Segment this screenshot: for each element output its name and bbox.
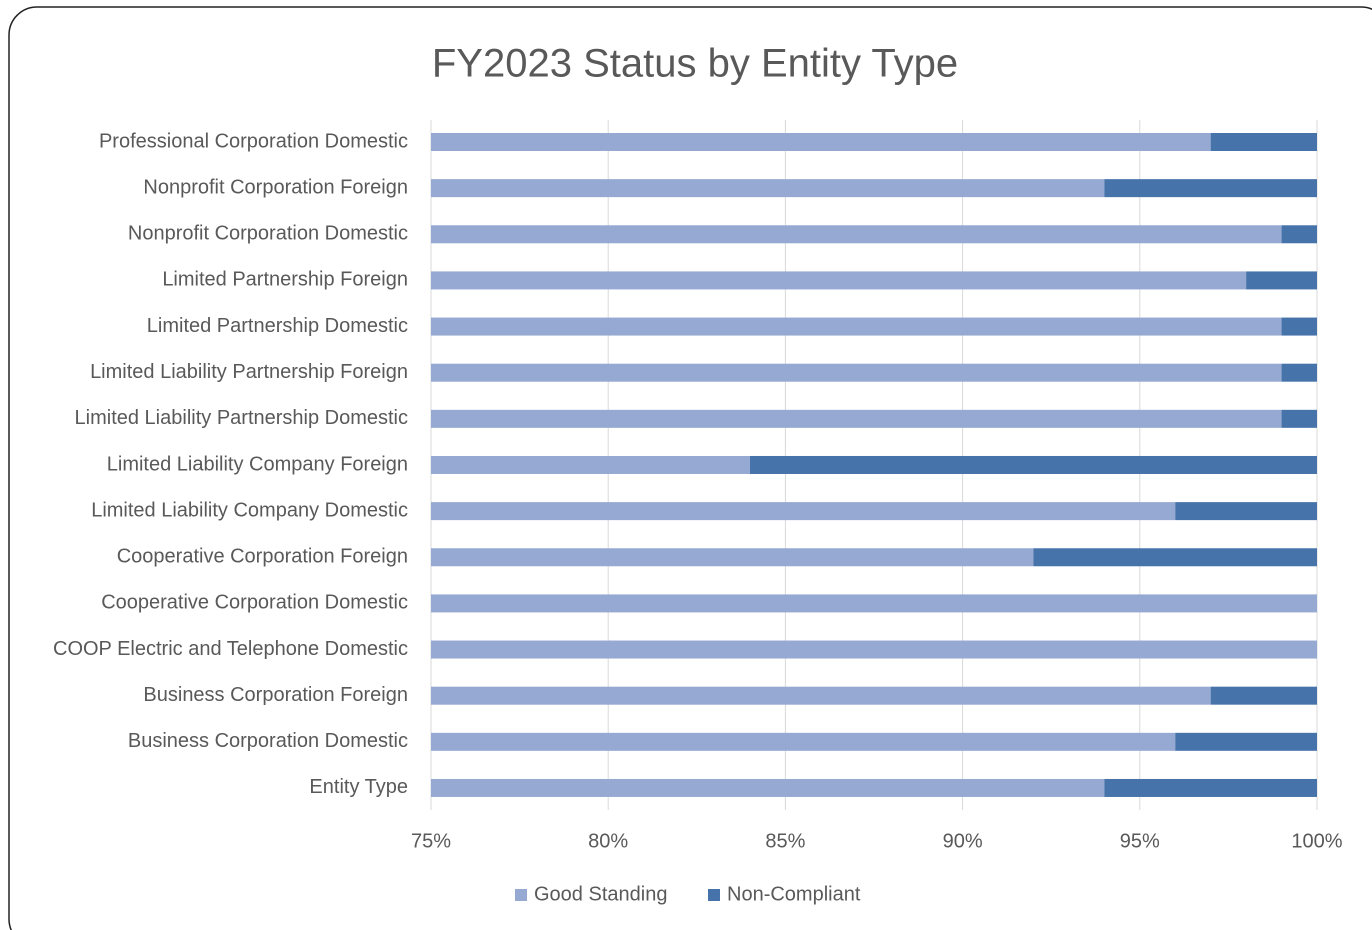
- y-tick-label: Cooperative Corporation Domestic: [101, 592, 408, 614]
- y-tick-label: Business Corporation Domestic: [128, 730, 408, 752]
- y-tick-label: Limited Liability Partnership Domestic: [75, 407, 408, 429]
- y-tick-label: Entity Type: [309, 776, 408, 798]
- x-tick-label: 85%: [765, 830, 805, 852]
- bar-segment: [1175, 732, 1317, 751]
- bar-segment: [1281, 317, 1317, 336]
- labels: 75% 80% 85% 90% 95% 100% Professional Corporat…: [53, 130, 1343, 905]
- bar-segment: [431, 732, 1176, 751]
- y-tick-label: Limited Partnership Foreign: [162, 269, 408, 291]
- bar-segment: [1104, 179, 1317, 198]
- bar-segment: [431, 594, 1317, 613]
- bar-segment: [1281, 409, 1317, 428]
- legend-label: Good Standing: [534, 883, 667, 905]
- bar-segment: [1104, 778, 1317, 797]
- bar-segment: [1033, 548, 1317, 567]
- bar-segment: [1210, 686, 1317, 705]
- bar-segment: [431, 455, 750, 474]
- bar-segment: [749, 455, 1317, 474]
- x-tick-label: 90%: [943, 830, 983, 852]
- bar-segment: [431, 640, 1317, 659]
- bar-segment: [431, 502, 1176, 521]
- bar-segment: [1281, 225, 1317, 244]
- bar-segment: [1175, 502, 1317, 521]
- bar-segment: [1246, 271, 1317, 290]
- bar-segment: [431, 133, 1211, 151]
- x-tick-label: 95%: [1120, 830, 1160, 852]
- bar-segment: [431, 271, 1247, 290]
- legend-swatch: [515, 889, 527, 901]
- y-tick-label: Professional Corporation Domestic: [99, 130, 408, 152]
- bar-segment: [1281, 363, 1317, 382]
- bar-segment: [431, 179, 1105, 198]
- bar-segment: [431, 686, 1211, 705]
- y-tick-label: Nonprofit Corporation Domestic: [128, 223, 408, 245]
- y-tick-label: Cooperative Corporation Foreign: [117, 546, 408, 568]
- y-tick-label: Business Corporation Foreign: [143, 684, 408, 706]
- bar-segment: [431, 409, 1282, 428]
- legend-swatch: [708, 889, 720, 901]
- bar-segment: [431, 363, 1282, 382]
- y-tick-label: Limited Liability Company Domestic: [91, 499, 408, 521]
- x-tick-label: 75%: [411, 830, 451, 852]
- legend-label: Non-Compliant: [727, 883, 861, 905]
- y-tick-label: Nonprofit Corporation Foreign: [143, 176, 408, 198]
- chart-title: FY2023 Status by Entity Type: [432, 42, 958, 86]
- bar-segment: [431, 778, 1105, 797]
- x-tick-label: 100%: [1291, 830, 1342, 852]
- bar-segment: [431, 317, 1282, 336]
- y-tick-label: Limited Liability Company Foreign: [107, 453, 408, 475]
- y-tick-label: Limited Liability Partnership Foreign: [90, 361, 408, 383]
- bar-segment: [1210, 133, 1317, 151]
- bar-segment: [431, 548, 1034, 567]
- x-tick-label: 80%: [588, 830, 628, 852]
- bar-segment: [431, 225, 1282, 244]
- y-tick-label: Limited Partnership Domestic: [147, 315, 408, 337]
- y-tick-label: COOP Electric and Telephone Domestic: [53, 638, 408, 660]
- bars: [431, 133, 1317, 797]
